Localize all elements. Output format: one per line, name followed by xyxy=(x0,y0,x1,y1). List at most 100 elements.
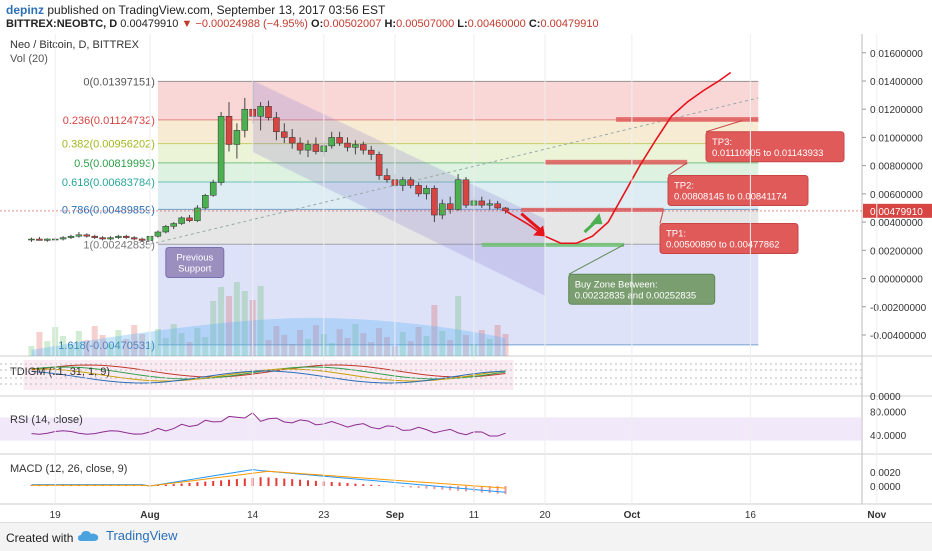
author-link[interactable]: depinz xyxy=(6,3,44,17)
volume-bar xyxy=(384,337,390,356)
candle-body xyxy=(186,217,193,221)
tdigm-line xyxy=(31,364,506,378)
tp2-callout-pointer xyxy=(667,162,688,176)
down-arrow-icon: ▼ xyxy=(181,18,193,30)
fib-zone xyxy=(157,162,759,183)
volume-bar xyxy=(486,339,493,356)
buy-zone-bar xyxy=(481,242,624,247)
up-arrow-icon xyxy=(590,213,603,225)
candle-body xyxy=(344,142,351,148)
open-label: O: xyxy=(311,18,324,30)
time-tick-label: Aug xyxy=(140,510,159,521)
volume-bar xyxy=(99,335,106,356)
candle-body xyxy=(462,179,470,206)
candle-body xyxy=(178,217,185,224)
tradingview-logo-link[interactable]: TradingView xyxy=(78,528,178,543)
candle-body xyxy=(217,116,225,183)
volume-bar xyxy=(75,331,82,356)
symbol-quote-line: BITTREX:NEOBTC, D 0.00479910 ▼ −0.000249… xyxy=(6,18,599,30)
buy-zone-callout-text: Buy Zone Between: xyxy=(575,279,658,290)
time-tick-label: 20 xyxy=(539,510,551,521)
volume-bar xyxy=(281,335,288,356)
candle-body xyxy=(162,226,170,233)
tp1-zone-bar xyxy=(521,207,664,212)
tp2-callout-text: TP2: xyxy=(674,181,694,192)
volume-bar xyxy=(344,338,351,356)
tp1-callout-text: TP1: xyxy=(666,229,686,240)
close-label: C: xyxy=(528,18,541,30)
price-tick-label: 0.00200000 xyxy=(870,246,923,257)
candle-body xyxy=(241,108,249,131)
volume-bar xyxy=(91,326,98,356)
down-arrow-icon xyxy=(533,225,546,237)
volume-bar xyxy=(83,340,90,356)
volume-bar xyxy=(60,336,67,356)
candle-body xyxy=(375,154,383,176)
candle-body xyxy=(288,137,296,144)
buy-zone-callout-pointer xyxy=(568,244,625,275)
fib-level-label: 0.618(0.00683784) xyxy=(62,177,155,189)
time-tick-label: 16 xyxy=(745,510,757,521)
low-value: 0.00460000 xyxy=(467,18,526,30)
high-label: H: xyxy=(384,18,397,30)
volume-bar xyxy=(115,330,122,356)
candle-body xyxy=(407,179,414,186)
volume-label: Vol (20) xyxy=(10,53,48,65)
candle-body xyxy=(367,149,375,155)
candle-body xyxy=(415,185,422,195)
time-tick-label: Oct xyxy=(624,510,641,521)
tp3-callout-text: 0.01110905 to 0.01143933 xyxy=(712,148,823,159)
candle-body xyxy=(75,234,83,237)
volume-bar xyxy=(36,332,43,356)
price-tick-label: 0.00800000 xyxy=(870,162,923,173)
volume-bar xyxy=(170,324,177,356)
volume-bar xyxy=(233,282,240,356)
candle-body xyxy=(360,144,367,151)
tdigm-line xyxy=(31,366,506,380)
fib-level-label: 1.618(-0.00470531) xyxy=(58,340,155,352)
buy-zone-callout xyxy=(568,273,716,305)
time-tick-label: Nov xyxy=(867,510,886,521)
volume-bar xyxy=(218,287,225,356)
candle-body xyxy=(304,144,312,151)
tp3-callout xyxy=(705,131,845,163)
volume-bar xyxy=(123,339,130,356)
candle-body xyxy=(59,237,67,240)
candle-body xyxy=(154,231,162,237)
down-arrow-icon xyxy=(520,212,543,232)
candle-body xyxy=(170,223,177,227)
publish-header: depinz published on TradingView.com, Sep… xyxy=(0,0,932,34)
volume-bar xyxy=(415,327,422,356)
time-tick-label: 19 xyxy=(50,510,62,521)
close-value: 0.00479910 xyxy=(540,18,599,30)
price-change: −0.00024988 (−4.95%) xyxy=(195,18,308,30)
candle-body xyxy=(257,106,264,117)
fib-level-label: 1(0.00242835) xyxy=(83,239,155,251)
candle-body xyxy=(399,179,407,186)
trend-line xyxy=(149,97,759,245)
volume-bar xyxy=(297,330,304,356)
buy-zone-callout-text: 0.00232835 and 0.00252835 xyxy=(575,290,697,301)
volume-bar xyxy=(194,328,201,356)
time-tick-label: Sep xyxy=(386,510,404,521)
footer-bar: Created with TradingView xyxy=(0,522,932,551)
price-tick-label: 0.01400000 xyxy=(870,77,923,88)
candle-body xyxy=(209,182,217,196)
volume-bar xyxy=(447,340,454,356)
candle-body xyxy=(328,137,335,147)
volume-bar xyxy=(107,344,114,356)
macd-label: MACD (12, 26, close, 9) xyxy=(10,463,127,475)
price-tick-label: 0.01200000 xyxy=(870,105,923,116)
candle-body xyxy=(233,130,241,145)
volume-bar xyxy=(289,344,296,356)
volume-bar xyxy=(439,331,446,356)
candle-body xyxy=(494,203,501,209)
fib-zone xyxy=(157,119,759,144)
rsi-tick-label: 80.0000 xyxy=(870,408,907,419)
volume-bar xyxy=(257,286,264,356)
previous-support-box xyxy=(165,246,225,278)
volume-bar xyxy=(154,329,161,356)
candle-body xyxy=(296,142,304,151)
last-price-marker xyxy=(863,203,932,218)
price-chart[interactable]: 0(0.01397151) 0.236(0.01124732) 0.382(0.00… xyxy=(0,34,932,522)
